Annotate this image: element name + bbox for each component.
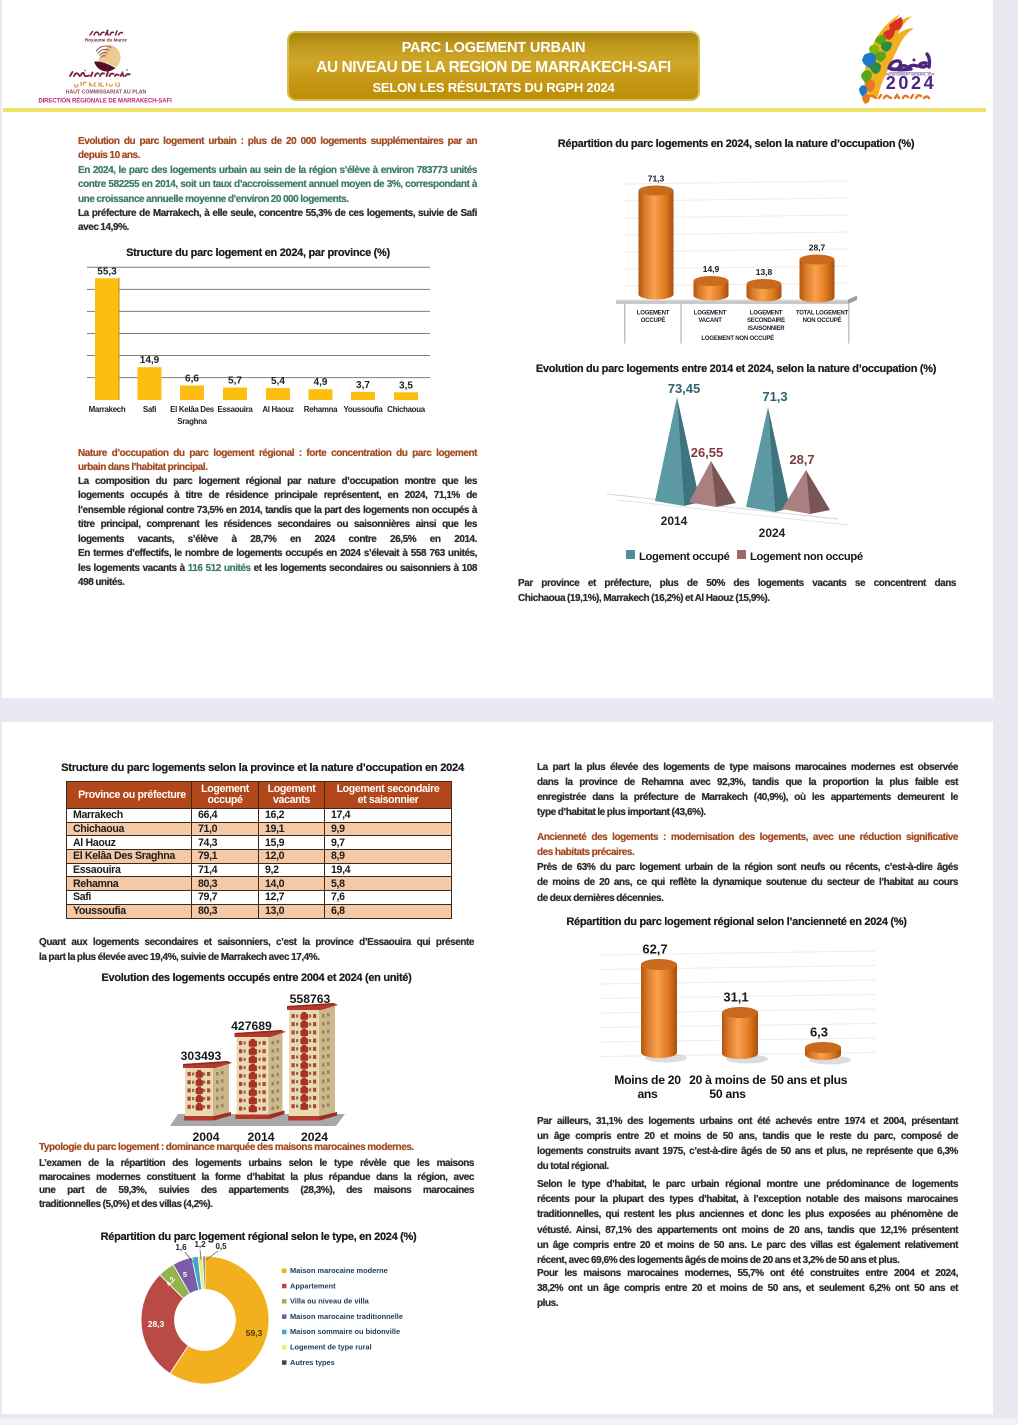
svg-text:2014: 2014 [247,1130,274,1144]
svg-text:Royaume du Maroc: Royaume du Maroc [85,38,128,43]
svg-text:0,5: 0,5 [215,1242,227,1251]
svg-text:558763: 558763 [290,992,331,1006]
svg-text:5,4: 5,4 [271,376,285,387]
svg-text:1,6: 1,6 [175,1243,187,1252]
svg-text:2014: 2014 [661,514,688,528]
svg-text:28,7: 28,7 [789,452,814,467]
svg-text:Sraghna: Sraghna [177,417,207,426]
svg-text:El Kelâa Des: El Kelâa Des [170,405,215,414]
svg-text:28,3: 28,3 [148,1319,165,1329]
svg-text:14,9: 14,9 [140,355,160,366]
svg-text:3,7: 3,7 [356,380,370,391]
svg-text:6,6: 6,6 [185,374,199,385]
svg-text:LOGEMENT NON OCCUPÉ: LOGEMENT NON OCCUPÉ [701,334,774,342]
svg-text:/SAISONNIER: /SAISONNIER [748,326,786,332]
svg-text:59,3: 59,3 [246,1328,263,1338]
svg-text:2024: 2024 [301,1130,328,1144]
svg-text:2024: 2024 [886,73,936,93]
svg-text:26,55: 26,55 [691,445,724,460]
svg-text:Essaouira: Essaouira [217,405,253,414]
svg-text:2024: 2024 [759,526,786,540]
svg-text:303493: 303493 [181,1049,222,1063]
svg-text:14,9: 14,9 [703,264,720,274]
svg-text:2004: 2004 [192,1130,219,1144]
svg-text:1,2: 1,2 [194,1240,206,1249]
svg-text:HAUT COMMISSARIAT AU PLAN: HAUT COMMISSARIAT AU PLAN [66,90,147,96]
svg-text:DIRECTION RÉGIONALE DE MARRAKE: DIRECTION RÉGIONALE DE MARRAKECH-SAFI [38,96,172,104]
svg-text:3,5: 3,5 [399,380,413,391]
svg-text:5: 5 [183,1270,187,1279]
svg-text:31,1: 31,1 [723,990,748,1005]
svg-text:4,2: 4,2 [165,1276,177,1288]
svg-text:71,3: 71,3 [648,174,665,184]
svg-text:13,8: 13,8 [756,267,773,277]
svg-text:28,7: 28,7 [809,243,826,253]
svg-text:Chichaoua: Chichaoua [387,405,426,414]
svg-text:Maison sommaire ou bidonville: Maison sommaire ou bidonville [290,1327,400,1336]
svg-text:LOGEMENT: LOGEMENT [637,311,670,317]
svg-text:4,9: 4,9 [314,377,328,388]
svg-text:Villa ou niveau de villa: Villa ou niveau de villa [290,1297,370,1306]
svg-text:OCCUPÉ: OCCUPÉ [641,316,666,324]
svg-text:NON OCCUPÉ: NON OCCUPÉ [803,316,842,324]
svg-text:Safi: Safi [143,405,156,414]
svg-text:5,7: 5,7 [228,376,242,387]
svg-text:Autres types: Autres types [290,1358,335,1367]
svg-text:TOTAL LOGEMENT: TOTAL LOGEMENT [796,311,849,317]
svg-text:71,3: 71,3 [762,389,787,404]
svg-text:Logement de type rural: Logement de type rural [290,1343,372,1352]
svg-text:Al Haouz: Al Haouz [262,405,294,414]
svg-text:Marrakech: Marrakech [89,405,126,414]
svg-text:Youssoufia: Youssoufia [344,405,384,414]
svg-text:RECENSEMENT GENERAL 2024: RECENSEMENT GENERAL 2024 [886,73,935,77]
svg-text:Rehamna: Rehamna [304,405,338,414]
svg-text:LOGEMENT: LOGEMENT [750,311,783,317]
svg-text:Appartement: Appartement [290,1281,336,1290]
svg-text:VACANT: VACANT [698,318,722,324]
svg-text:62,7: 62,7 [642,942,667,957]
svg-text:73,45: 73,45 [668,381,701,396]
svg-text:LOGEMENT: LOGEMENT [694,311,727,317]
svg-text:55,3: 55,3 [97,266,117,277]
svg-text:SECONDAIRE: SECONDAIRE [747,318,785,324]
svg-text:Maison marocaine traditionnell: Maison marocaine traditionnelle [290,1312,403,1321]
svg-text:6,3: 6,3 [810,1025,828,1040]
svg-text:Maison marocaine moderne: Maison marocaine moderne [290,1266,388,1275]
svg-text:427689: 427689 [231,1019,272,1033]
